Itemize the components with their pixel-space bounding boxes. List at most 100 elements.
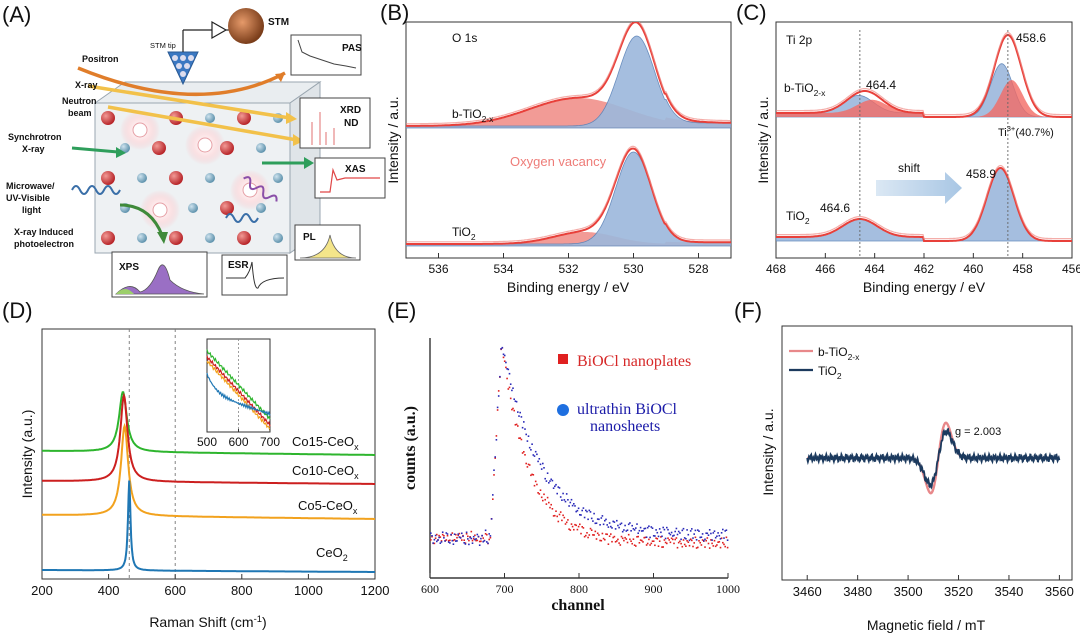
xray-induced-label: X-ray Induced (14, 227, 74, 237)
data-point (594, 522, 597, 525)
data-point (438, 536, 440, 539)
data-point (722, 528, 724, 531)
x-tick-label-b: 532 (558, 262, 578, 276)
data-point (450, 533, 452, 536)
data-point (492, 498, 494, 500)
data-point (540, 496, 543, 499)
data-point (513, 398, 515, 400)
data-point (662, 526, 664, 529)
data-point (598, 518, 600, 521)
data-point (544, 477, 546, 480)
data-point (494, 456, 496, 458)
data-point (635, 545, 637, 547)
spectrum-line (406, 22, 731, 127)
data-point (449, 542, 451, 544)
data-point (509, 383, 512, 385)
panel-a: (A) STM STM tip (2, 2, 386, 298)
x-tick-label-d: 1000 (294, 583, 323, 598)
data-point (623, 539, 625, 542)
data-point (506, 377, 508, 380)
data-point (605, 518, 607, 521)
data-point (694, 536, 697, 539)
data-point (540, 468, 543, 470)
stm-label: STM (268, 17, 289, 28)
data-point (436, 533, 438, 536)
data-point (672, 538, 674, 541)
data-point (658, 528, 661, 530)
metal-atom (256, 203, 266, 213)
data-point (550, 503, 552, 506)
data-point (633, 544, 636, 546)
x-axis-label-e: channel (551, 597, 605, 614)
data-point (476, 533, 479, 536)
data-point (550, 478, 552, 481)
data-point (531, 473, 533, 476)
data-point (583, 516, 586, 519)
data-point (518, 437, 520, 439)
data-point (585, 509, 587, 512)
data-point (480, 540, 482, 543)
xas-label: XAS (345, 164, 366, 175)
panel-label-c: (C) (736, 0, 767, 25)
data-point (595, 522, 598, 524)
data-point (478, 544, 481, 546)
data-point (436, 540, 438, 543)
data-point (472, 538, 475, 540)
data-point (569, 501, 572, 504)
data-point (606, 533, 608, 536)
data-point (468, 543, 470, 546)
data-point (577, 525, 580, 528)
g-factor-annotation: g = 2.003 (955, 426, 1001, 438)
data-point (549, 480, 551, 482)
data-point (528, 446, 531, 449)
data-point (631, 524, 633, 527)
data-point (688, 539, 691, 542)
data-point (724, 530, 726, 532)
x-tick-label-b: 528 (688, 262, 708, 276)
data-point (642, 530, 644, 532)
data-point (660, 536, 662, 538)
data-point (542, 499, 544, 502)
data-point (613, 535, 616, 538)
data-point (452, 543, 455, 545)
synchrotron-beam (71, 146, 119, 154)
data-point (612, 536, 614, 539)
data-point (430, 539, 432, 541)
data-point (447, 539, 450, 542)
data-point (594, 530, 597, 533)
data-point (680, 538, 682, 541)
data-point (568, 528, 570, 530)
data-point (639, 539, 642, 541)
data-point (589, 527, 592, 530)
data-point (446, 533, 449, 535)
panel-f: (F) 3460 3480 3500 3520 3540 3560 b-TiO2-x Ti… (734, 298, 1074, 633)
data-point (725, 529, 728, 531)
data-point (611, 527, 613, 529)
data-point (489, 535, 492, 537)
metal-atom (137, 173, 147, 183)
data-point (641, 530, 643, 532)
data-point (505, 366, 507, 369)
data-point (596, 518, 599, 520)
data-point (580, 514, 582, 516)
data-point (441, 531, 444, 533)
esr-label: ESR (228, 260, 249, 271)
data-point (718, 534, 721, 537)
data-point (508, 372, 511, 375)
x-axis-label-d: Raman Shift (cm-1) (149, 614, 266, 630)
metal-atom (137, 233, 147, 243)
data-point (471, 539, 474, 542)
plot-frame-b (405, 21, 732, 259)
data-point (606, 524, 608, 526)
data-point (558, 513, 561, 516)
inset-series-line (206, 355, 271, 427)
neutron-label-2: beam (68, 108, 92, 118)
data-point (592, 534, 594, 536)
x-tick-label-f: 3500 (894, 584, 923, 599)
data-point (707, 542, 710, 545)
data-point (713, 530, 716, 532)
data-point (663, 539, 666, 541)
data-point (536, 483, 538, 486)
data-point (657, 545, 660, 547)
